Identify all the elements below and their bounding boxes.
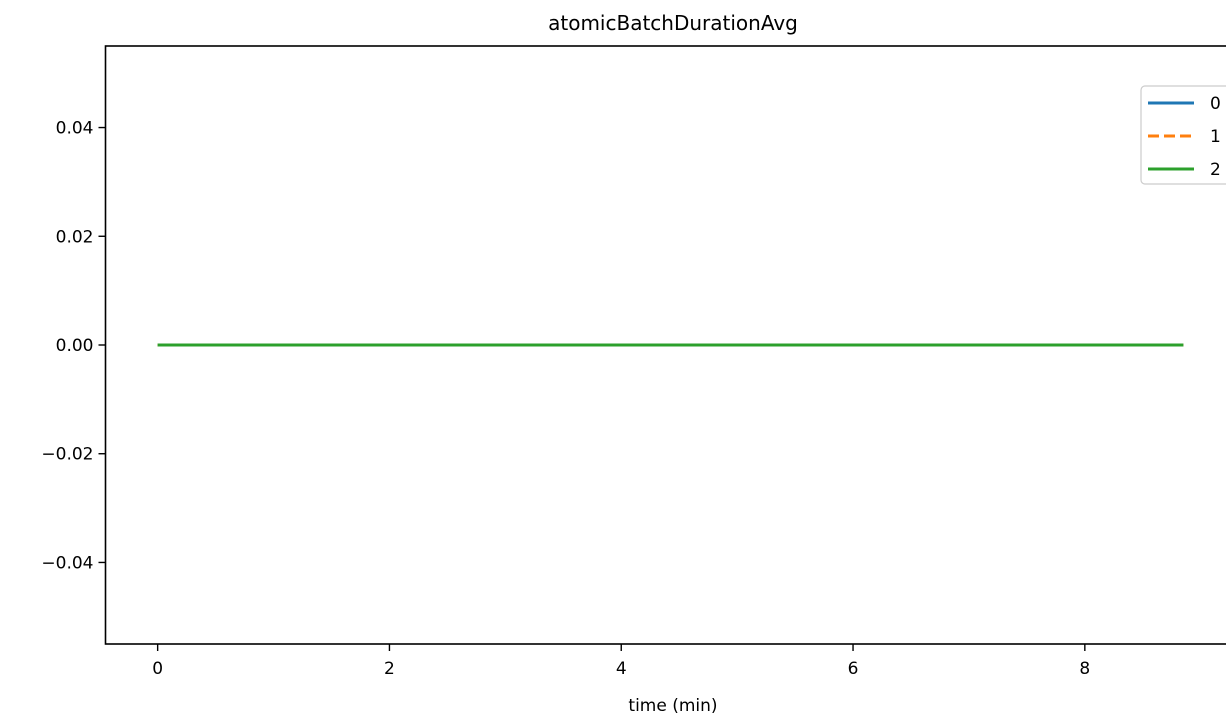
y-tick-label: 0.04 [56,119,94,139]
x-tick-label: 6 [848,659,859,679]
legend-label-2: 2 [1210,160,1221,180]
y-tick-label: 0.00 [56,336,94,356]
legend-label-0: 0 [1210,94,1221,114]
x-axis: 0 2 4 6 8 [152,644,1090,679]
x-tick-label: 4 [616,659,627,679]
x-tick-label: 0 [152,659,163,679]
y-tick-label: 0.02 [56,227,94,247]
x-axis-label: time (min) [628,696,717,716]
legend-label-1: 1 [1210,127,1221,147]
y-tick-label: −0.04 [41,553,93,573]
y-axis: 0.04 0.02 0.00 −0.02 −0.04 [41,119,106,573]
x-tick-label: 2 [384,659,395,679]
x-tick-label: 8 [1079,659,1090,679]
y-tick-label: −0.02 [41,445,93,465]
chart-title: atomicBatchDurationAvg [548,11,798,35]
legend: 0 1 2 [1140,85,1226,185]
